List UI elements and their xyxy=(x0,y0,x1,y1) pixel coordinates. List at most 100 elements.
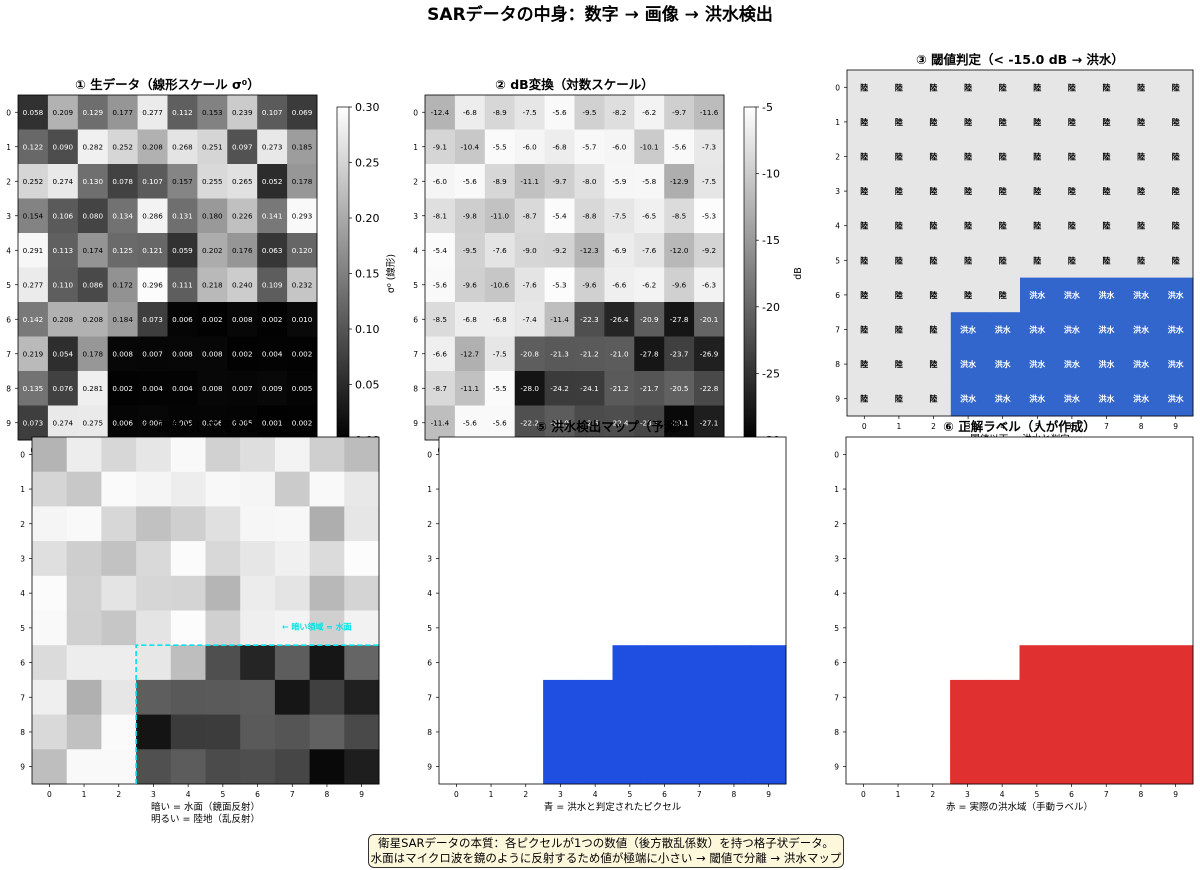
cell-value-label: -8.2 xyxy=(612,108,626,117)
cell-class-label: 陸 xyxy=(1137,152,1145,162)
heatmap-cell xyxy=(484,233,516,268)
heatmap-cell xyxy=(847,173,883,209)
heatmap-cell xyxy=(257,267,288,303)
heatmap-cell xyxy=(1020,312,1056,348)
heatmap-cell xyxy=(473,471,509,507)
cell-value-label: -8.0 xyxy=(582,177,596,186)
y-tick-label: 9 xyxy=(20,763,25,772)
heatmap-cell xyxy=(167,233,198,268)
cell-value-label: -5.4 xyxy=(553,211,567,220)
x-tick-label: 9 xyxy=(1173,790,1178,799)
heatmap-cell xyxy=(846,437,882,473)
heatmap-cell xyxy=(1123,714,1159,750)
cell-class-label: 陸 xyxy=(1033,221,1041,231)
y-tick-label: 2 xyxy=(427,520,432,529)
heatmap-cell xyxy=(1020,381,1056,417)
heatmap-cell xyxy=(544,267,575,303)
cell-value-label: -26.9 xyxy=(700,349,719,358)
cell-value-label: 0.125 xyxy=(112,246,133,255)
cell-value-label: 0.106 xyxy=(53,211,74,220)
cell-class-label: 陸 xyxy=(1033,255,1041,265)
heatmap-cell xyxy=(612,575,648,611)
heatmap-cell xyxy=(543,749,579,785)
annotation-text: ← 暗い領域 = 水面 xyxy=(282,622,352,632)
heatmap-cell xyxy=(985,312,1021,348)
cell-value-label: 0.009 xyxy=(262,384,283,393)
cell-value-label: 0.004 xyxy=(262,349,283,358)
x-axis-label-2: 明るい = 陸地（乱反射） xyxy=(151,813,260,825)
heatmap-cell xyxy=(543,541,579,577)
heatmap-cell xyxy=(716,714,752,750)
heatmap-cell xyxy=(167,164,198,199)
heatmap-cell xyxy=(484,371,516,406)
heatmap-cell xyxy=(197,267,228,303)
cell-value-label: -11.1 xyxy=(461,384,480,393)
cells xyxy=(32,437,380,785)
heatmap-cell xyxy=(309,506,345,542)
heatmap-cell xyxy=(950,312,986,348)
heatmap-cell xyxy=(287,267,318,303)
heatmap-cell xyxy=(1158,749,1194,785)
heatmap-cell xyxy=(950,173,986,209)
heatmap-cell xyxy=(950,139,986,175)
y-tick-label: 6 xyxy=(20,659,25,668)
heatmap-cell xyxy=(484,336,516,372)
heatmap-cell xyxy=(439,679,475,716)
cell-value-label: -8.7 xyxy=(433,384,447,393)
heatmap-cell xyxy=(985,277,1021,313)
cell-class-label: 洪水 xyxy=(1168,394,1185,404)
heatmap-cell xyxy=(274,437,311,473)
cell-value-label: -21.2 xyxy=(580,349,599,358)
heatmap-cell xyxy=(543,506,579,542)
water-annotation: ← 暗い領域 = 水面 xyxy=(135,622,379,784)
heatmap-cell xyxy=(107,371,139,406)
heatmap-cell xyxy=(205,679,241,716)
heatmap-cell xyxy=(1054,104,1090,140)
heatmap-cell xyxy=(508,610,544,646)
cell-value-label: 0.054 xyxy=(53,349,74,358)
heatmap-cell xyxy=(514,371,546,406)
heatmap-cell xyxy=(543,679,579,716)
cell-class-label: 陸 xyxy=(1068,82,1076,92)
heatmap-cell xyxy=(984,575,1020,611)
heatmap-cell xyxy=(287,336,318,372)
plot-frame xyxy=(845,436,1194,785)
heatmap-cell xyxy=(915,437,951,473)
heatmap-cell xyxy=(664,267,695,303)
x-tick-label: 5 xyxy=(1034,790,1039,799)
heatmap-cell xyxy=(881,70,917,106)
heatmap-cell xyxy=(915,471,951,507)
heatmap-cell xyxy=(1158,70,1194,106)
cell-class-label: 陸 xyxy=(930,290,938,300)
cell-class-label: 陸 xyxy=(964,117,972,127)
cell-value-label: 0.208 xyxy=(142,142,163,151)
heatmap-cell xyxy=(647,679,683,716)
heatmap-cell xyxy=(612,610,648,646)
heatmap-cell xyxy=(574,267,605,303)
x-tick-label: 6 xyxy=(662,790,667,799)
cell-class-label: 洪水 xyxy=(960,394,977,404)
heatmap-cell xyxy=(984,679,1020,716)
heatmap-cell xyxy=(1088,575,1125,611)
cell-class-label: 洪水 xyxy=(1099,325,1116,335)
heatmap-cell xyxy=(647,714,683,750)
cell-class-label: 陸 xyxy=(1033,82,1041,92)
heatmap-cell xyxy=(1123,104,1159,140)
heatmap-cell xyxy=(18,267,49,303)
heatmap-cell xyxy=(544,233,575,268)
heatmap-cell xyxy=(1158,575,1194,611)
heatmap-cell xyxy=(915,645,951,681)
heatmap-cell xyxy=(1088,506,1125,542)
heatmap-cell xyxy=(32,506,68,542)
heatmap-cell xyxy=(227,198,258,234)
x-tick-label: 1 xyxy=(897,422,902,431)
x-tick-label: 0 xyxy=(861,790,866,799)
cell-value-label: -9.0 xyxy=(523,246,537,255)
heatmap-cell xyxy=(484,302,516,337)
panel-2: ② dB変換（対数スケール）-12.4 -6.8 -8.9 -7.5 -5.6 -9.5-… xyxy=(413,77,804,469)
heatmap-cell xyxy=(107,302,139,337)
cell-value-label: 0.274 xyxy=(53,177,74,186)
y-tick-label: 4 xyxy=(413,246,418,255)
heatmap-cell xyxy=(47,233,79,268)
cell-value-label: 0.142 xyxy=(23,315,44,324)
